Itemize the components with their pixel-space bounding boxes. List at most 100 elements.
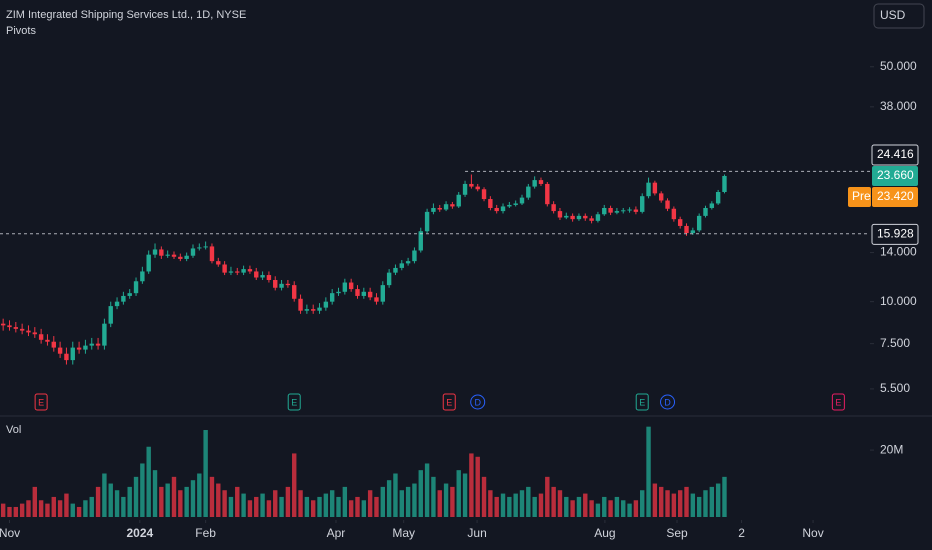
volume-bar xyxy=(127,486,132,517)
candle-body xyxy=(507,204,512,207)
volume-bar xyxy=(418,470,423,517)
pivot-high-label-box xyxy=(871,144,919,166)
volume-bar xyxy=(380,486,385,517)
candle-body xyxy=(26,330,31,333)
volume-bar xyxy=(469,453,474,517)
last-price-label-box xyxy=(872,165,918,186)
candle-body xyxy=(260,275,265,278)
volume-bar xyxy=(140,463,145,517)
candle-body xyxy=(640,196,645,212)
volume-bar xyxy=(7,506,12,517)
candle-body xyxy=(589,218,594,221)
candle-body xyxy=(95,343,101,346)
volume-bar xyxy=(361,500,367,517)
candle-body xyxy=(488,199,493,208)
candle-body xyxy=(203,246,208,248)
candle-body xyxy=(209,246,215,262)
volume-bar xyxy=(488,490,493,517)
volume-bar xyxy=(108,483,113,517)
event-label: E xyxy=(639,397,645,407)
candle-body xyxy=(367,291,373,298)
candle-body xyxy=(19,328,25,331)
candle-body xyxy=(51,341,56,348)
volume-bar xyxy=(519,490,525,517)
x-tick-label: Nov xyxy=(0,526,20,540)
candle-body xyxy=(665,200,670,209)
volume-bar xyxy=(557,490,563,517)
volume-bar xyxy=(405,486,411,517)
candle-body xyxy=(475,186,480,190)
volume-bar xyxy=(323,493,329,517)
volume-bar xyxy=(317,496,322,517)
currency-button[interactable] xyxy=(873,3,925,29)
y-tick-label: 50.000 xyxy=(880,59,917,73)
volume-bar xyxy=(51,496,56,517)
x-tick-label: Sep xyxy=(666,526,688,540)
candle-body xyxy=(557,211,563,218)
volume-bar xyxy=(374,496,379,517)
candle-body xyxy=(424,211,430,232)
candle-body xyxy=(633,209,639,212)
candle-body xyxy=(121,295,126,302)
volume-bar xyxy=(133,476,139,517)
volume-bar xyxy=(564,496,569,517)
candle-body xyxy=(140,271,145,282)
volume-bar xyxy=(184,486,189,517)
y-tick-label: 14.000 xyxy=(880,245,917,259)
volume-bar xyxy=(722,476,727,517)
x-tick-label: May xyxy=(392,526,415,540)
candle-body xyxy=(570,215,575,220)
volume-bar xyxy=(589,500,594,517)
candle-body xyxy=(715,191,721,204)
volume-bar xyxy=(32,486,37,517)
candle-body xyxy=(412,250,417,262)
candle-body xyxy=(114,301,120,307)
candle-body xyxy=(709,203,715,208)
candle-body xyxy=(696,215,702,231)
candle-body xyxy=(621,210,626,212)
candle-body xyxy=(393,267,398,273)
pivot-high-label: 24.416 xyxy=(877,147,914,161)
volume-bar xyxy=(690,493,696,517)
event-marker xyxy=(831,393,845,411)
currency-label[interactable]: USD xyxy=(880,8,906,22)
candle-body xyxy=(279,283,284,288)
candle-body xyxy=(677,219,683,226)
candle-body xyxy=(652,182,658,194)
volume-bar xyxy=(209,476,215,517)
event-label: E xyxy=(38,397,44,407)
candle-body xyxy=(722,175,727,192)
volume-bar xyxy=(481,476,487,517)
volume-bar xyxy=(646,426,651,517)
candle-body xyxy=(418,231,423,251)
volume-bar xyxy=(216,483,221,517)
candle-body xyxy=(380,285,385,302)
volume-bar xyxy=(532,496,537,517)
candle-body xyxy=(329,293,335,302)
event-label: D xyxy=(474,397,481,407)
candle-body xyxy=(526,186,531,198)
volume-bar xyxy=(203,430,208,517)
candle-body xyxy=(595,214,601,221)
volume-bar xyxy=(114,490,120,517)
volume-bar xyxy=(64,493,69,517)
candle-body xyxy=(386,272,392,286)
candle-body xyxy=(292,285,297,299)
volume-bar xyxy=(279,496,284,517)
volume-bar xyxy=(393,473,398,517)
volume-bar xyxy=(665,490,670,517)
candle-body xyxy=(254,271,259,278)
candle-body xyxy=(266,275,272,281)
volume-bar xyxy=(456,470,461,517)
volume-bar xyxy=(102,473,107,517)
candle-body xyxy=(323,301,329,308)
volume-bar xyxy=(583,493,588,517)
volume-bar xyxy=(715,483,721,517)
volume-bar xyxy=(329,490,335,517)
candle-body xyxy=(298,298,303,311)
candle-body xyxy=(304,309,310,311)
candle-body xyxy=(64,353,69,361)
pre-market-label: 23.420 xyxy=(877,189,914,203)
candle-body xyxy=(38,334,44,340)
